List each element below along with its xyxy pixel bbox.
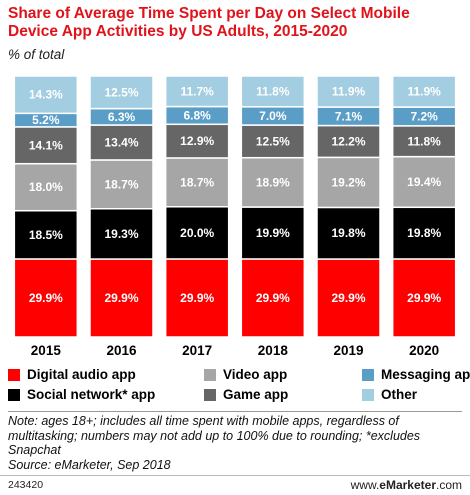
data-label: 7.0% bbox=[259, 109, 287, 123]
legend-item: Digital audio app bbox=[8, 367, 136, 382]
bar-segment bbox=[89, 75, 154, 110]
data-label: 19.4% bbox=[407, 175, 441, 189]
chart-source: Source: eMarketer, Sep 2018 bbox=[8, 458, 171, 472]
x-tick-label: 2018 bbox=[258, 343, 289, 358]
bar-segment bbox=[89, 159, 154, 210]
data-label: 5.2% bbox=[32, 113, 60, 127]
data-label: 19.9% bbox=[256, 226, 290, 240]
data-label: 11.9% bbox=[332, 85, 366, 99]
brand-suffix: .com bbox=[435, 478, 462, 492]
x-tick-label: 2019 bbox=[333, 343, 363, 358]
legend-swatch bbox=[362, 388, 374, 401]
bar-segment bbox=[240, 124, 306, 159]
data-label: 20.0% bbox=[180, 226, 214, 240]
data-label: 7.2% bbox=[410, 109, 438, 123]
data-label: 11.8% bbox=[256, 84, 290, 98]
bar-segment bbox=[240, 75, 306, 108]
data-label: 19.2% bbox=[331, 175, 365, 189]
x-tick-label: 2015 bbox=[31, 343, 62, 358]
bar-segment bbox=[316, 124, 381, 159]
data-label: 19.8% bbox=[331, 226, 365, 240]
data-label: 18.5% bbox=[29, 228, 63, 242]
legend-item: Social network* app bbox=[8, 387, 155, 402]
data-label: 18.7% bbox=[104, 177, 138, 191]
bar-segment bbox=[164, 206, 230, 260]
data-label: 7.1% bbox=[335, 109, 363, 123]
legend-label: Game app bbox=[223, 387, 289, 402]
bar-segment bbox=[316, 156, 381, 209]
legend-label: Messaging app bbox=[381, 367, 470, 382]
legend-label: Video app bbox=[223, 367, 288, 382]
bar-segment bbox=[240, 206, 306, 260]
bar-segment bbox=[316, 258, 381, 338]
bar-segment bbox=[164, 75, 230, 108]
data-label: 29.9% bbox=[29, 291, 63, 305]
brand-prefix: www. bbox=[350, 478, 380, 492]
data-label: 6.3% bbox=[108, 110, 136, 124]
data-label: 12.5% bbox=[104, 85, 138, 99]
bar-segment bbox=[316, 75, 381, 108]
data-label: 6.8% bbox=[183, 108, 211, 122]
data-label: 18.7% bbox=[180, 175, 214, 189]
legend-label: Digital audio app bbox=[27, 367, 136, 382]
legend-swatch bbox=[362, 368, 374, 381]
bar-segment bbox=[89, 124, 154, 161]
bar-segment bbox=[164, 157, 230, 208]
data-label: 11.7% bbox=[180, 84, 214, 98]
data-label: 19.3% bbox=[104, 227, 138, 241]
legend-item: Messaging app bbox=[362, 367, 470, 382]
data-label: 18.9% bbox=[256, 175, 290, 189]
data-label: 29.9% bbox=[104, 291, 138, 305]
chart-legend: Digital audio app Video app Messaging app S… bbox=[8, 367, 470, 409]
x-tick-label: 2017 bbox=[182, 343, 212, 358]
data-label: 29.9% bbox=[331, 291, 365, 305]
data-label: 12.5% bbox=[256, 134, 290, 148]
legend-swatch bbox=[204, 368, 216, 381]
bar-segment bbox=[391, 258, 457, 338]
data-label: 13.4% bbox=[104, 135, 138, 149]
data-label: 14.1% bbox=[29, 138, 63, 152]
data-label: 29.9% bbox=[180, 291, 214, 305]
bar-segment bbox=[391, 75, 457, 108]
stacked-bar-chart: 29.9% 18.5% 18.0% 14.1% 5.2% 14.3% 2015 29.9% 19… bbox=[13, 75, 457, 358]
chart-note: Note: ages 18+; includes all time spent … bbox=[8, 414, 421, 457]
legend-item: Other bbox=[362, 387, 417, 402]
bar-segment bbox=[13, 209, 79, 260]
bar-segment bbox=[240, 156, 306, 208]
chart-title: Share of Average Time Spent per Day on S… bbox=[8, 5, 410, 40]
data-label: 29.9% bbox=[256, 291, 290, 305]
legend-item: Video app bbox=[204, 367, 287, 382]
chart-id: 243420 bbox=[8, 479, 44, 491]
chart-subtitle: % of total bbox=[8, 47, 65, 62]
data-label: 11.8% bbox=[407, 134, 441, 148]
bottom-divider bbox=[0, 475, 470, 476]
brand-link[interactable]: www.eMarketer.com bbox=[351, 478, 462, 492]
x-tick-label: 2020 bbox=[409, 343, 439, 358]
data-label: 29.9% bbox=[407, 291, 441, 305]
legend-label: Social network* app bbox=[27, 387, 156, 402]
bar-segment bbox=[240, 258, 306, 338]
data-label: 11.9% bbox=[407, 85, 441, 99]
brand-name: eMarketer bbox=[379, 478, 436, 492]
bar-segment bbox=[164, 258, 230, 338]
x-tick-label: 2016 bbox=[106, 343, 137, 358]
bar-segment bbox=[391, 206, 457, 260]
data-label: 14.3% bbox=[29, 88, 63, 102]
data-label: 19.8% bbox=[407, 226, 441, 240]
bar-segment bbox=[13, 75, 79, 115]
footer-divider bbox=[8, 411, 462, 412]
data-label: 18.0% bbox=[29, 180, 63, 194]
legend-swatch bbox=[8, 368, 20, 381]
data-label: 12.9% bbox=[180, 134, 214, 148]
data-label: 12.2% bbox=[331, 134, 365, 148]
legend-swatch bbox=[8, 388, 20, 401]
bar-segment bbox=[13, 258, 79, 338]
legend-swatch bbox=[204, 388, 216, 401]
legend-label: Other bbox=[381, 387, 418, 402]
legend-item: Game app bbox=[204, 387, 288, 402]
